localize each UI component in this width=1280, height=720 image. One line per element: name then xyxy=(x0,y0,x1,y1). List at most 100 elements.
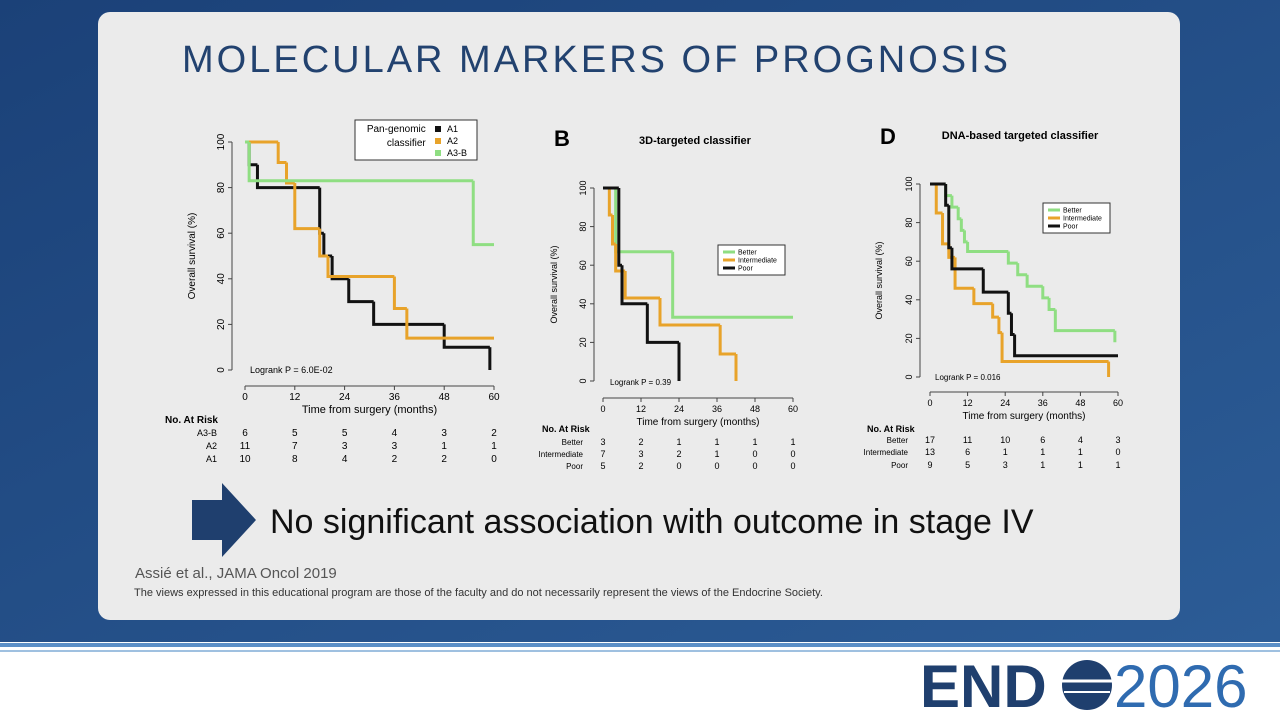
y-tick-label: 40 xyxy=(216,273,227,285)
risk-header: No. At Risk xyxy=(542,424,591,434)
survival-step xyxy=(347,278,374,304)
conclusion: No significant association with outcome … xyxy=(270,503,1034,541)
survival-step xyxy=(1000,332,1109,364)
x-tick-label: 36 xyxy=(389,392,401,403)
panel-label: D xyxy=(880,124,896,149)
chart-title: 3D-targeted classifier xyxy=(639,135,752,147)
risk-count: 1 xyxy=(1078,460,1083,470)
legend-label: A1 xyxy=(447,124,458,134)
risk-count: 8 xyxy=(292,454,298,465)
risk-count: 0 xyxy=(1115,447,1120,457)
survival-step xyxy=(950,247,984,271)
survival-step xyxy=(372,301,445,326)
risk-count: 6 xyxy=(242,428,248,439)
risk-count: 7 xyxy=(600,449,605,459)
risk-count: 4 xyxy=(1078,435,1083,445)
legend-swatch xyxy=(435,150,441,156)
survival-step xyxy=(1016,263,1028,277)
risk-count: 3 xyxy=(1115,435,1120,445)
y-tick-label: 60 xyxy=(904,256,914,266)
y-tick-label: 20 xyxy=(904,333,914,343)
risk-count: 1 xyxy=(1003,447,1008,457)
risk-row-name: Poor xyxy=(891,461,908,470)
y-tick-label: 80 xyxy=(578,222,588,232)
annotation: Logrank P = 0.016 xyxy=(935,373,1001,382)
survival-step xyxy=(623,270,660,300)
x-tick-label: 60 xyxy=(1113,398,1123,408)
survival-step xyxy=(718,325,736,356)
annotation: Logrank P = 0.39 xyxy=(610,378,672,387)
y-tick-label: 0 xyxy=(216,367,227,373)
risk-count: 5 xyxy=(600,461,605,471)
survival-step xyxy=(293,183,320,231)
slide-title: MOLECULAR MARKERS OF PROGNOSIS xyxy=(182,39,1011,81)
y-tick-label: 60 xyxy=(216,227,227,239)
risk-count: 13 xyxy=(925,447,935,457)
risk-count: 4 xyxy=(342,454,348,465)
risk-count: 1 xyxy=(491,441,497,452)
x-tick-label: 24 xyxy=(674,404,684,414)
risk-count: 0 xyxy=(752,449,757,459)
survival-step xyxy=(671,251,793,319)
risk-count: 2 xyxy=(676,449,681,459)
survival-step xyxy=(247,142,474,183)
x-tick-label: 24 xyxy=(339,392,351,403)
risk-count: 2 xyxy=(491,428,497,439)
x-tick-label: 0 xyxy=(927,398,932,408)
survival-step xyxy=(285,162,295,185)
risk-count: 3 xyxy=(441,428,447,439)
legend-swatch xyxy=(435,138,441,144)
survival-step xyxy=(326,256,395,279)
y-tick-label: 40 xyxy=(904,295,914,305)
card xyxy=(98,12,1180,620)
x-axis-label: Time from surgery (months) xyxy=(302,404,437,416)
risk-count: 2 xyxy=(392,454,398,465)
panel-label: B xyxy=(554,126,570,151)
y-tick-label: 0 xyxy=(904,374,914,379)
y-tick-label: 20 xyxy=(578,337,588,347)
risk-count: 0 xyxy=(790,461,795,471)
logo-left: END xyxy=(920,653,1047,720)
risk-row-name: A2 xyxy=(206,441,217,451)
risk-count: 17 xyxy=(925,435,935,445)
risk-count: 0 xyxy=(790,449,795,459)
survival-step xyxy=(941,212,949,246)
arrow xyxy=(192,483,256,557)
risk-count: 6 xyxy=(965,447,970,457)
y-tick-label: 20 xyxy=(216,318,227,330)
survival-step xyxy=(950,195,959,209)
x-axis-label: Time from surgery (months) xyxy=(637,417,760,428)
survival-step xyxy=(934,184,943,215)
x-tick-label: 60 xyxy=(788,404,798,414)
survival-step xyxy=(330,256,349,281)
x-tick-label: 0 xyxy=(600,404,605,414)
risk-count: 3 xyxy=(342,441,348,452)
x-tick-label: 12 xyxy=(636,404,646,414)
y-tick-label: 100 xyxy=(904,176,914,191)
x-tick-label: 36 xyxy=(712,404,722,414)
risk-count: 0 xyxy=(491,454,497,465)
risk-count: 5 xyxy=(965,460,970,470)
risk-count: 4 xyxy=(392,428,398,439)
x-axis-label: Time from surgery (months) xyxy=(963,411,1086,422)
survival-step xyxy=(255,164,320,190)
survival-step xyxy=(991,303,999,319)
survival-step xyxy=(392,276,407,310)
risk-count: 5 xyxy=(342,428,348,439)
disclaimer: The views expressed in this educational … xyxy=(134,587,823,599)
survival-step xyxy=(658,298,721,327)
y-tick-label: 0 xyxy=(578,378,588,383)
survival-step xyxy=(1047,297,1056,311)
survival-step xyxy=(1025,274,1043,288)
risk-count: 0 xyxy=(752,461,757,471)
survival-step xyxy=(972,288,993,306)
survival-step xyxy=(645,303,679,344)
survival-step xyxy=(318,228,328,258)
risk-count: 1 xyxy=(1078,447,1083,457)
y-axis-label: Overall survival (%) xyxy=(874,241,884,319)
risk-count: 1 xyxy=(714,437,719,447)
footer-stripe xyxy=(0,643,1280,647)
legend-label: Better xyxy=(1063,208,1082,215)
risk-row-name: A3-B xyxy=(197,428,217,438)
